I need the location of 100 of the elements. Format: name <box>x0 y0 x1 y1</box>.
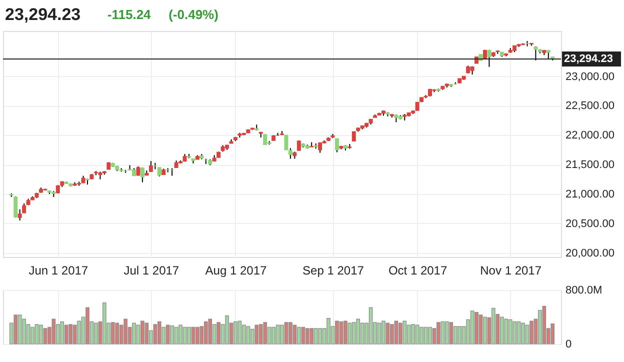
bar <box>314 328 318 344</box>
bar <box>424 326 428 344</box>
bar <box>136 324 140 344</box>
bar <box>39 324 43 344</box>
candlestick <box>318 142 322 154</box>
candlestick <box>334 138 339 153</box>
bar <box>406 324 411 344</box>
bar <box>22 318 26 344</box>
bar <box>415 324 420 344</box>
bar <box>77 320 81 344</box>
bar <box>386 322 390 344</box>
bar <box>34 324 39 344</box>
x-tick-label: Jul 1 2017 <box>124 264 180 278</box>
bar <box>242 324 246 344</box>
text: (-0.49%) <box>168 7 218 22</box>
bar <box>238 320 242 344</box>
x-tick-label: Aug 1 2017 <box>205 264 268 278</box>
bar <box>382 320 386 344</box>
bar <box>208 318 212 344</box>
bar <box>348 322 352 344</box>
bar <box>153 324 158 344</box>
y-tick-label: 20,000.00 <box>566 247 614 260</box>
candlestick <box>534 46 538 61</box>
bar <box>216 322 220 344</box>
bar <box>436 322 440 344</box>
bar <box>474 312 478 344</box>
bar <box>178 324 182 344</box>
candlestick <box>18 208 22 222</box>
bar <box>305 328 310 344</box>
bar <box>14 314 18 344</box>
bar <box>504 318 508 344</box>
bar <box>30 326 34 344</box>
bar <box>470 310 474 344</box>
bar <box>445 321 449 344</box>
bar <box>174 326 178 344</box>
bar <box>157 321 162 344</box>
bar <box>86 307 90 344</box>
bar <box>500 316 504 344</box>
bar <box>530 320 534 344</box>
bar <box>390 324 394 344</box>
bar <box>492 308 496 344</box>
bar <box>550 323 555 344</box>
candlestick <box>263 134 268 145</box>
y-tick-label: 0 <box>566 338 572 350</box>
bar <box>52 318 56 344</box>
bar <box>140 320 144 344</box>
y-tick-label: 20,500.00 <box>566 218 614 230</box>
bar <box>525 324 530 344</box>
bar <box>356 318 360 344</box>
y-tick-label: 800.0M <box>566 284 602 296</box>
bar <box>478 314 483 344</box>
bar <box>246 326 250 344</box>
candlestick <box>136 166 140 176</box>
bar <box>196 326 200 344</box>
candlestick <box>148 160 153 172</box>
bar <box>344 320 348 344</box>
bar <box>394 320 398 344</box>
candlestick <box>352 131 356 142</box>
y-tick-label: 22,500.00 <box>566 100 614 112</box>
bar <box>64 324 68 344</box>
bar <box>280 324 284 344</box>
x-tick-label: Oct 1 2017 <box>388 264 448 278</box>
bar <box>326 318 330 344</box>
bar <box>191 326 196 344</box>
x-tick-label: Nov 1 2017 <box>480 264 542 278</box>
bar <box>521 322 525 344</box>
bar <box>166 324 170 344</box>
bar <box>428 326 432 344</box>
y-tick-label: 23,000.00 <box>566 70 614 83</box>
bar <box>110 322 115 344</box>
bar <box>18 314 22 344</box>
bar <box>72 324 77 344</box>
bar <box>43 328 48 344</box>
bar <box>94 322 98 344</box>
bar <box>453 326 458 344</box>
bar <box>102 302 106 344</box>
bar <box>144 322 149 344</box>
bar <box>368 307 373 344</box>
x-tick-label: Jun 1 2017 <box>28 264 88 278</box>
bar <box>297 326 301 344</box>
bar <box>170 325 174 344</box>
bar <box>254 324 259 344</box>
bar <box>276 324 280 344</box>
candlestick <box>140 167 144 183</box>
bar <box>339 321 344 344</box>
bar <box>187 326 191 344</box>
bar <box>360 322 364 344</box>
bar <box>68 324 72 344</box>
bar <box>377 322 382 344</box>
bar <box>542 306 546 344</box>
text: -115.24 <box>107 7 152 22</box>
bar <box>272 326 276 344</box>
bar <box>512 321 516 344</box>
y-tick-label: 22,000.00 <box>566 130 614 142</box>
bar <box>508 319 512 344</box>
bar <box>449 322 454 344</box>
bar <box>335 320 339 344</box>
candlestick <box>487 49 492 68</box>
bar <box>284 322 288 344</box>
bar <box>204 321 208 344</box>
